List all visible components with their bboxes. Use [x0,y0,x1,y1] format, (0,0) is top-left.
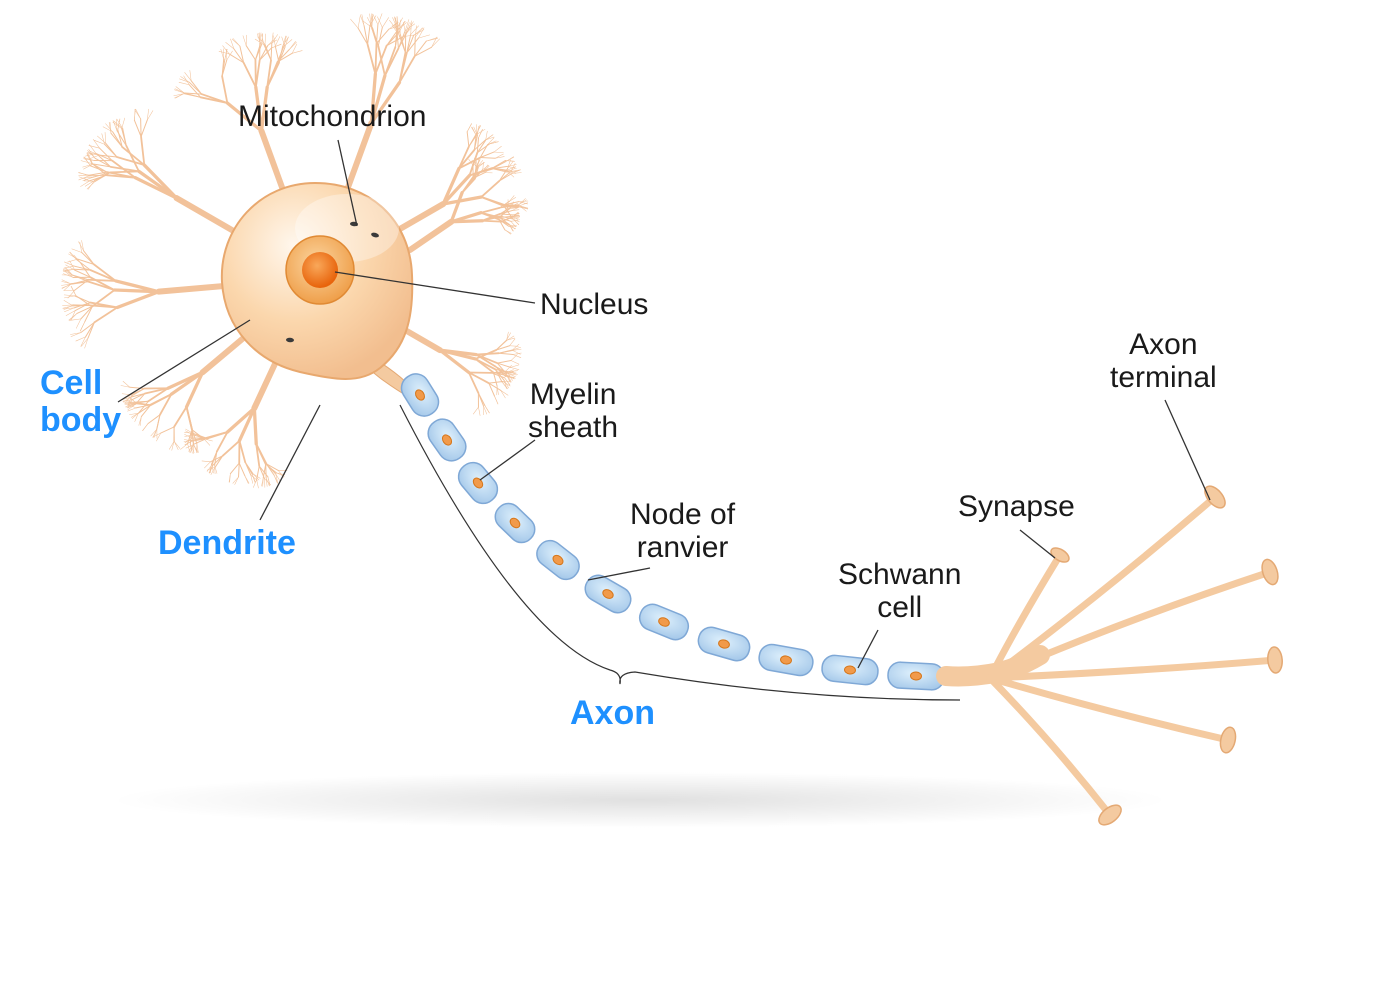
synaptic-knob [1267,646,1283,673]
myelin-segment [757,643,815,678]
myelin-segment [423,414,471,466]
label-axon: Axon [570,695,655,732]
label-mitochondrion: Mitochondrion [238,100,426,133]
synaptic-knob [1259,557,1281,586]
nucleus-inner [302,252,338,288]
label-axon-terminal: Axon terminal [1110,328,1217,394]
myelin-segment [581,571,636,618]
myelin-segment [821,654,879,686]
leader-line [118,320,250,402]
leader-line [1165,400,1210,500]
label-synapse: Synapse [958,490,1075,523]
myelin-segment [695,624,752,663]
myelin-segment [396,369,443,421]
label-cell-body: Cell body [40,365,121,440]
label-dendrite: Dendrite [158,525,296,562]
axon-terminals-group [990,482,1283,828]
label-myelin: Myelin sheath [528,378,618,444]
myelin-segment [453,457,503,509]
axon-terminal-branch [990,678,1228,740]
ground-shadow [110,772,1170,828]
myelin-segment [490,498,540,547]
leader-line [1020,530,1055,558]
leader-line [588,568,650,580]
leader-line [480,440,535,480]
label-node-of-ranvier: Node of ranvier [630,498,735,564]
label-schwann-cell: Schwann cell [838,558,961,624]
label-nucleus: Nucleus [540,288,648,321]
myelin-segment [532,536,584,585]
leader-line [260,405,320,520]
myelin-segment [636,601,692,644]
axon-terminal-branch [990,497,1215,678]
synaptic-knob [1218,726,1238,755]
